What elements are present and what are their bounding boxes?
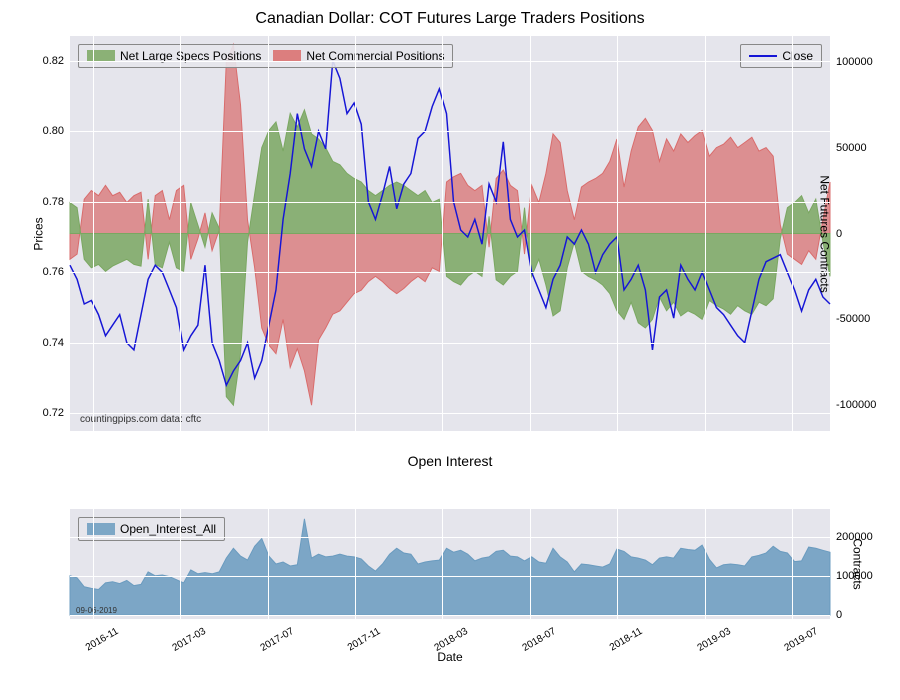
- legend-positions: Net Large Specs PositionsNet Commercial …: [78, 44, 453, 68]
- x-tick: 2017-07: [254, 619, 295, 654]
- y-tick-right: 100000: [830, 570, 873, 582]
- x-tick: 2019-03: [691, 619, 732, 654]
- x-tick: 2018-03: [429, 619, 470, 654]
- x-tick: 2016-11: [80, 619, 121, 653]
- x-tick: 2018-07: [516, 619, 557, 654]
- y-tick-right: 100000: [830, 56, 873, 68]
- left-axis-label: Prices: [32, 217, 46, 250]
- sub-plot-area: Open_Interest_All Contracts Date 09-06-2…: [70, 509, 830, 619]
- attribution-text: countingpips.com data: cftc: [80, 414, 201, 425]
- y-tick-left: 0.78: [43, 196, 70, 208]
- y-tick-left: 0.80: [43, 125, 70, 137]
- main-chart-title: Canadian Dollar: COT Futures Large Trade…: [10, 10, 890, 28]
- x-tick: 2019-07: [779, 619, 820, 654]
- sub-chart-title: Open Interest: [10, 453, 890, 469]
- y-tick-right: 200000: [830, 531, 873, 543]
- y-tick-right: 50000: [830, 142, 867, 154]
- x-tick: 2018-11: [604, 619, 645, 653]
- y-tick-right: -50000: [830, 313, 870, 325]
- x-axis-label: Date: [437, 650, 462, 664]
- y-tick-left: 0.76: [43, 266, 70, 278]
- legend-item: Open_Interest_All: [87, 522, 216, 536]
- x-tick: 2017-03: [167, 619, 208, 654]
- sub-chart-container: Open Interest Open_Interest_All Contract…: [10, 453, 890, 619]
- y-tick-left: 0.72: [43, 407, 70, 419]
- main-plot-area: Net Large Specs PositionsNet Commercial …: [70, 36, 830, 431]
- y-tick-left: 0.82: [43, 55, 70, 67]
- date-note: 09-06-2019: [76, 606, 117, 615]
- legend-close: Close: [740, 44, 822, 68]
- y-tick-left: 0.74: [43, 337, 70, 349]
- sub-right-axis-label: Contracts: [850, 538, 864, 589]
- y-tick-right: 0: [830, 228, 842, 240]
- y-tick-right: -100000: [830, 399, 876, 411]
- main-chart-svg: [70, 36, 830, 431]
- x-tick: 2017-11: [342, 619, 383, 653]
- y-tick-right: 0: [830, 609, 842, 621]
- main-chart-container: Canadian Dollar: COT Futures Large Trade…: [10, 10, 890, 431]
